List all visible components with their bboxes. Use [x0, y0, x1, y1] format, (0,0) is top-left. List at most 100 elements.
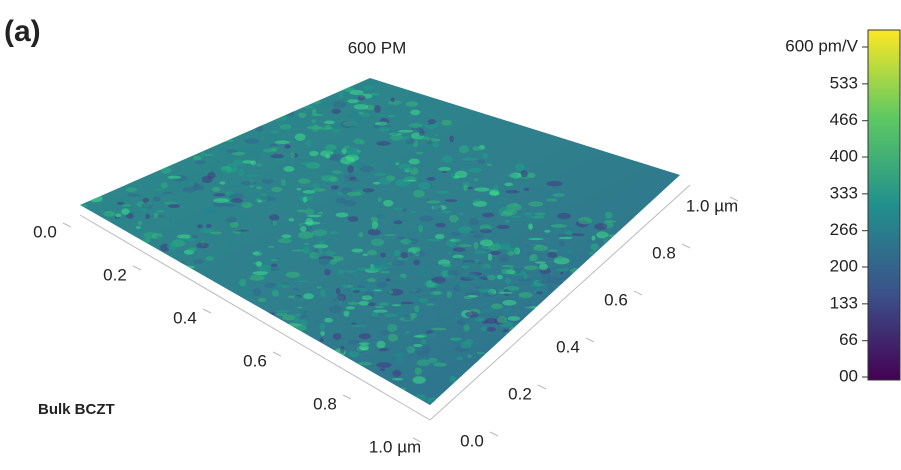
texture-blob — [354, 104, 369, 110]
texture-blob — [615, 276, 620, 283]
texture-blob — [312, 114, 324, 116]
texture-blob — [534, 212, 545, 215]
texture-blob — [504, 183, 513, 187]
texture-blob — [450, 338, 462, 341]
texture-blob — [629, 262, 638, 266]
texture-blob — [352, 248, 364, 252]
texture-blob — [413, 344, 422, 347]
texture-blob — [193, 156, 202, 161]
texture-blob — [413, 376, 426, 384]
texture-blob — [505, 278, 511, 284]
texture-blob — [312, 188, 325, 191]
texture-blob — [633, 240, 645, 245]
texture-blob — [324, 121, 335, 125]
colorbar-label: 00 — [839, 366, 858, 385]
tick-mark — [586, 338, 594, 342]
texture-blob — [256, 164, 262, 167]
texture-blob — [494, 242, 500, 250]
texture-blob — [329, 154, 340, 157]
texture-blob — [417, 127, 424, 133]
texture-blob — [388, 101, 402, 105]
texture-blob — [636, 274, 641, 278]
texture-blob — [375, 122, 388, 126]
panel-label: (a) — [4, 15, 41, 48]
texture-blob — [294, 319, 301, 323]
texture-blob — [231, 198, 243, 203]
texture-blob — [285, 272, 300, 278]
texture-blob — [428, 333, 436, 339]
texture-blob — [257, 200, 261, 203]
texture-blob — [332, 101, 346, 108]
texture-blob — [559, 237, 573, 239]
texture-blob — [457, 319, 466, 326]
texture-blob — [270, 259, 278, 261]
texture-blob — [373, 289, 381, 291]
texture-blob — [686, 264, 697, 269]
texture-blob — [497, 275, 503, 280]
texture-blob — [305, 218, 313, 226]
texture-blob — [363, 254, 368, 256]
texture-blob — [332, 109, 341, 114]
texture-blob — [303, 311, 308, 313]
texture-blob — [596, 286, 601, 290]
texture-blob — [599, 268, 604, 271]
texture-blob — [385, 161, 398, 165]
texture-blob — [256, 125, 264, 132]
texture-blob — [547, 252, 557, 258]
texture-blob — [578, 310, 592, 317]
texture-blob — [490, 251, 501, 255]
texture-blob — [469, 231, 478, 233]
texture-blob — [474, 242, 479, 250]
texture-blob — [396, 357, 405, 365]
texture-blob — [476, 359, 487, 364]
texture-blob — [345, 180, 360, 182]
texture-blob — [449, 215, 459, 223]
texture-blob — [193, 259, 204, 264]
texture-blob — [307, 215, 322, 218]
colorbar-label: 333 — [830, 183, 858, 202]
texture-blob — [372, 225, 377, 230]
texture-blob — [415, 368, 422, 375]
texture-blob — [388, 129, 400, 135]
texture-blob — [360, 166, 374, 172]
texture-blob — [286, 110, 294, 117]
texture-blob — [561, 301, 566, 303]
texture-blob — [141, 203, 153, 209]
texture-blob — [449, 376, 456, 383]
texture-blob — [392, 378, 404, 380]
texture-blob — [336, 288, 341, 295]
texture-blob — [414, 247, 420, 252]
texture-blob — [239, 169, 244, 177]
texture-blob — [458, 380, 465, 385]
texture-blob — [319, 259, 332, 262]
texture-blob — [655, 297, 666, 303]
texture-blob — [641, 283, 647, 289]
texture-blob — [324, 269, 331, 275]
texture-blob — [197, 224, 202, 228]
texture-blob — [167, 243, 177, 249]
texture-blob — [141, 208, 147, 211]
texture-blob — [392, 261, 405, 266]
texture-blob — [301, 162, 314, 166]
colorbar-label: 466 — [830, 110, 858, 129]
texture-blob — [297, 188, 302, 190]
texture-blob — [548, 285, 553, 292]
texture-blob — [240, 214, 248, 221]
texture-blob — [320, 338, 324, 342]
texture-blob — [456, 356, 463, 360]
texture-blob — [401, 252, 408, 259]
texture-blob — [298, 112, 306, 118]
texture-blob — [459, 145, 469, 153]
texture-blob — [605, 212, 613, 219]
texture-blob — [508, 316, 520, 321]
texture-blob — [313, 244, 328, 248]
texture-blob — [388, 334, 398, 342]
texture-blob — [318, 212, 323, 215]
texture-blob — [597, 325, 606, 331]
texture-blob — [272, 290, 279, 297]
texture-blob — [535, 305, 546, 312]
tick-mark — [63, 223, 71, 227]
texture-blob — [367, 250, 377, 255]
texture-blob — [402, 167, 414, 170]
texture-blob — [591, 244, 599, 251]
